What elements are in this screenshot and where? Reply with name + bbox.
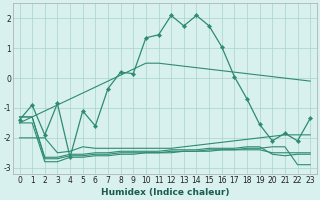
X-axis label: Humidex (Indice chaleur): Humidex (Indice chaleur) — [100, 188, 229, 197]
